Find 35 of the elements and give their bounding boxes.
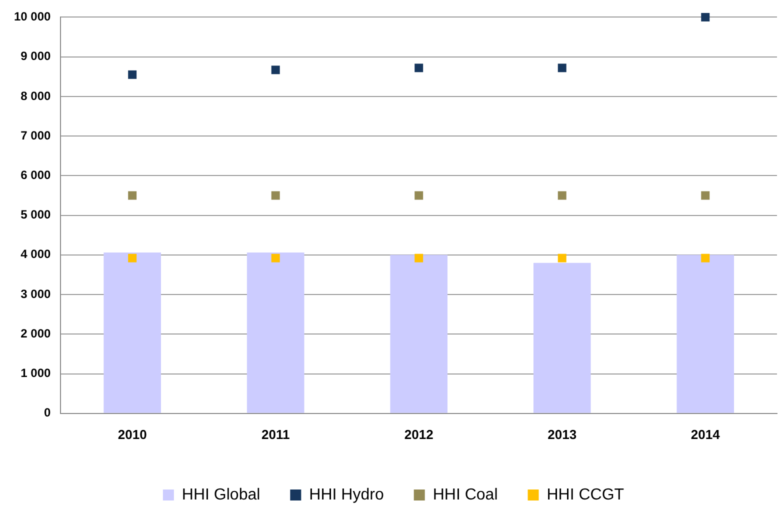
x-tick-label: 2014: [690, 426, 721, 442]
y-tick-label: 3 000: [20, 286, 52, 301]
y-tick-label: 6 000: [20, 168, 52, 182]
point: [558, 254, 566, 262]
y-tick-label: 4 000: [20, 247, 52, 262]
point: [414, 191, 424, 200]
y-tick-label: 2 000: [20, 326, 52, 340]
point: [271, 66, 280, 74]
y-tick-label: 10 000: [14, 10, 52, 24]
point: [128, 70, 137, 79]
point: [128, 254, 137, 262]
point: [558, 191, 566, 200]
legend-label: HHI CCGT: [546, 486, 624, 504]
point: [271, 191, 280, 200]
y-tick-label: 0: [44, 406, 52, 420]
point: [701, 191, 710, 200]
x-tick-label: 2010: [118, 426, 147, 442]
y-tick-label: 9 000: [20, 49, 52, 64]
point: [558, 64, 566, 72]
point: [414, 64, 424, 72]
legend-label: HHI Global: [182, 486, 260, 504]
y-tick-label: 5 000: [20, 208, 52, 222]
x-tick-label: 2012: [404, 426, 434, 442]
point: [128, 191, 137, 200]
legend-label: HHI Coal: [432, 486, 498, 504]
x-tick-label: 2013: [548, 426, 577, 442]
y-tick-label: 1 000: [20, 366, 52, 380]
point: [414, 254, 424, 262]
point: [701, 12, 710, 22]
point: [701, 254, 710, 262]
x-tick-label: 2011: [261, 426, 290, 442]
y-tick-label: 8 000: [20, 88, 52, 103]
point: [271, 254, 280, 262]
y-tick-label: 7 000: [20, 128, 52, 142]
legend-label: HHI Hydro: [309, 486, 384, 504]
